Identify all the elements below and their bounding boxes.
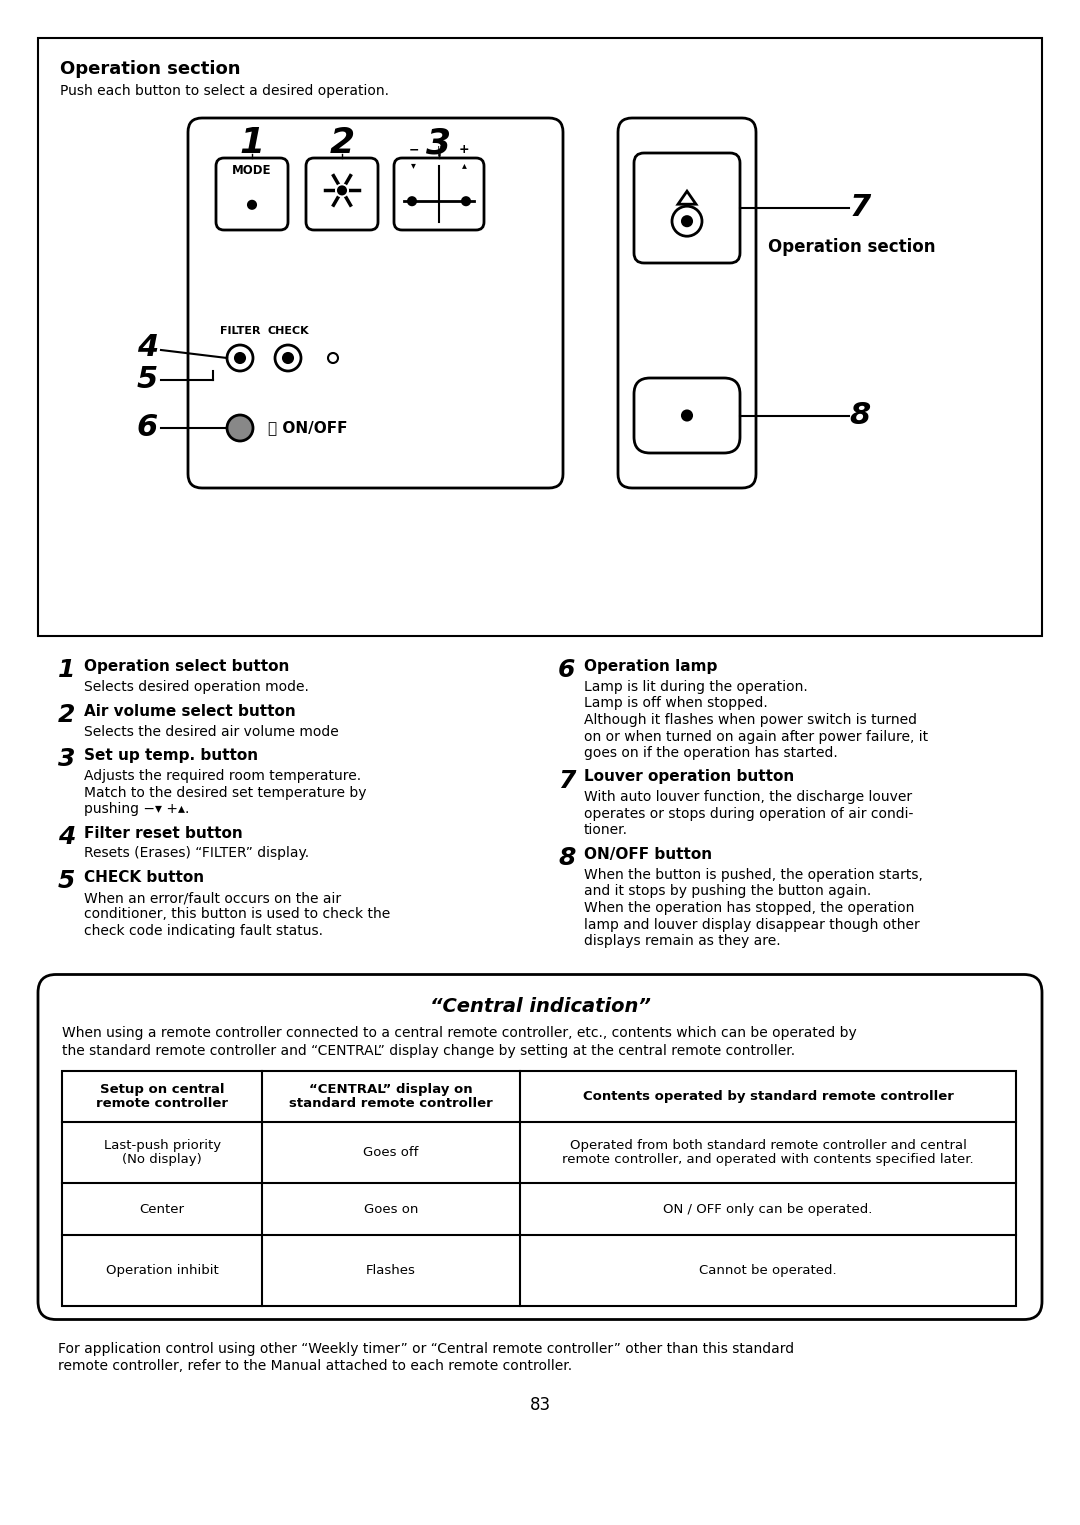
Circle shape bbox=[681, 410, 692, 421]
Text: Set up temp. button: Set up temp. button bbox=[84, 747, 258, 762]
Text: lamp and louver display disappear though other: lamp and louver display disappear though… bbox=[584, 918, 920, 932]
Text: 7: 7 bbox=[850, 194, 870, 223]
Text: 1: 1 bbox=[240, 127, 265, 160]
Text: 8: 8 bbox=[850, 401, 870, 430]
Text: Lamp is lit during the operation.: Lamp is lit during the operation. bbox=[584, 680, 808, 694]
Text: −: − bbox=[408, 143, 419, 156]
Text: Selects desired operation mode.: Selects desired operation mode. bbox=[84, 680, 309, 694]
Text: tioner.: tioner. bbox=[584, 824, 627, 837]
Text: 4: 4 bbox=[137, 334, 158, 363]
Text: remote controller, and operated with contents specified later.: remote controller, and operated with con… bbox=[563, 1153, 974, 1167]
Text: “CENTRAL” display on: “CENTRAL” display on bbox=[309, 1083, 473, 1096]
Text: operates or stops during operation of air condi-: operates or stops during operation of ai… bbox=[584, 807, 914, 820]
Text: Resets (Erases) “FILTER” display.: Resets (Erases) “FILTER” display. bbox=[84, 846, 309, 860]
Circle shape bbox=[227, 415, 253, 441]
Text: With auto louver function, the discharge louver: With auto louver function, the discharge… bbox=[584, 790, 913, 805]
Text: FILTER: FILTER bbox=[219, 326, 260, 336]
Text: Operation lamp: Operation lamp bbox=[584, 659, 717, 674]
Text: ⏻ ON/OFF: ⏻ ON/OFF bbox=[268, 421, 348, 436]
Circle shape bbox=[462, 197, 470, 206]
Text: 7: 7 bbox=[558, 769, 576, 793]
Text: Filter reset button: Filter reset button bbox=[84, 825, 243, 840]
Text: remote controller: remote controller bbox=[96, 1096, 228, 1110]
Text: Operation select button: Operation select button bbox=[84, 659, 289, 674]
Text: Operated from both standard remote controller and central: Operated from both standard remote contr… bbox=[569, 1139, 967, 1153]
Text: CHECK button: CHECK button bbox=[84, 869, 204, 884]
Text: and it stops by pushing the button again.: and it stops by pushing the button again… bbox=[584, 884, 872, 898]
Text: displays remain as they are.: displays remain as they are. bbox=[584, 933, 781, 949]
Text: Flashes: Flashes bbox=[366, 1264, 416, 1276]
Text: Cannot be operated.: Cannot be operated. bbox=[699, 1264, 837, 1276]
Text: (No display): (No display) bbox=[122, 1153, 202, 1167]
Text: goes on if the operation has started.: goes on if the operation has started. bbox=[584, 746, 838, 759]
Text: +: + bbox=[459, 143, 470, 156]
Text: 5: 5 bbox=[58, 869, 76, 894]
Text: Setup on central: Setup on central bbox=[100, 1083, 225, 1096]
Circle shape bbox=[338, 186, 346, 194]
Text: When an error/fault occurs on the air: When an error/fault occurs on the air bbox=[84, 891, 341, 904]
Text: Although it flashes when power switch is turned: Although it flashes when power switch is… bbox=[584, 714, 917, 727]
Text: remote controller, refer to the Manual attached to each remote controller.: remote controller, refer to the Manual a… bbox=[58, 1359, 572, 1372]
Text: check code indicating fault status.: check code indicating fault status. bbox=[84, 924, 323, 938]
Circle shape bbox=[283, 352, 293, 363]
Text: 1: 1 bbox=[58, 657, 76, 682]
Text: on or when turned on again after power failure, it: on or when turned on again after power f… bbox=[584, 729, 928, 744]
Text: Goes on: Goes on bbox=[364, 1203, 418, 1215]
Text: conditioner, this button is used to check the: conditioner, this button is used to chec… bbox=[84, 907, 390, 921]
Text: When the operation has stopped, the operation: When the operation has stopped, the oper… bbox=[584, 901, 915, 915]
Text: Adjusts the required room temperature.: Adjusts the required room temperature. bbox=[84, 769, 361, 782]
Text: ON / OFF only can be operated.: ON / OFF only can be operated. bbox=[663, 1203, 873, 1215]
Text: For application control using other “Weekly timer” or “Central remote controller: For application control using other “Wee… bbox=[58, 1342, 794, 1356]
Circle shape bbox=[681, 217, 692, 226]
Text: 4: 4 bbox=[58, 825, 76, 848]
Text: Lamp is off when stopped.: Lamp is off when stopped. bbox=[584, 697, 768, 711]
Text: Selects the desired air volume mode: Selects the desired air volume mode bbox=[84, 724, 339, 738]
Text: Push each button to select a desired operation.: Push each button to select a desired ope… bbox=[60, 84, 389, 98]
Text: MODE: MODE bbox=[232, 165, 272, 177]
Text: 2: 2 bbox=[58, 703, 76, 726]
Text: standard remote controller: standard remote controller bbox=[289, 1096, 492, 1110]
Text: pushing −▾ +▴.: pushing −▾ +▴. bbox=[84, 802, 189, 816]
Bar bbox=[62, 1071, 1016, 1305]
Text: 6: 6 bbox=[137, 413, 158, 442]
Text: 5: 5 bbox=[137, 366, 158, 395]
Text: Operation inhibit: Operation inhibit bbox=[106, 1264, 218, 1276]
Text: Operation section: Operation section bbox=[60, 59, 241, 78]
Text: ▴: ▴ bbox=[462, 160, 467, 169]
Text: ON/OFF button: ON/OFF button bbox=[584, 846, 712, 862]
Bar bbox=[38, 38, 1042, 636]
Text: When using a remote controller connected to a central remote controller, etc., c: When using a remote controller connected… bbox=[62, 1026, 856, 1040]
Text: Match to the desired set temperature by: Match to the desired set temperature by bbox=[84, 785, 366, 799]
Text: 8: 8 bbox=[558, 846, 576, 869]
Text: ‖: ‖ bbox=[436, 145, 442, 156]
Text: CHECK: CHECK bbox=[267, 326, 309, 336]
Text: Contents operated by standard remote controller: Contents operated by standard remote con… bbox=[582, 1090, 954, 1103]
Circle shape bbox=[235, 352, 245, 363]
Text: the standard remote controller and “CENTRAL” display change by setting at the ce: the standard remote controller and “CENT… bbox=[62, 1043, 795, 1057]
Text: Air volume select button: Air volume select button bbox=[84, 703, 296, 718]
Text: ▾: ▾ bbox=[411, 160, 416, 169]
Text: Last-push priority: Last-push priority bbox=[104, 1139, 220, 1153]
Text: 6: 6 bbox=[558, 657, 576, 682]
Circle shape bbox=[336, 185, 348, 197]
Text: 2: 2 bbox=[329, 127, 354, 160]
Circle shape bbox=[248, 201, 256, 209]
Text: 3: 3 bbox=[427, 127, 451, 160]
Circle shape bbox=[408, 197, 416, 206]
Text: Louver operation button: Louver operation button bbox=[584, 770, 794, 784]
Text: “Central indication”: “Central indication” bbox=[430, 996, 650, 1016]
Text: 83: 83 bbox=[529, 1397, 551, 1415]
Text: Center: Center bbox=[139, 1203, 185, 1215]
Text: 3: 3 bbox=[58, 747, 76, 772]
Text: When the button is pushed, the operation starts,: When the button is pushed, the operation… bbox=[584, 868, 923, 881]
Text: Operation section: Operation section bbox=[768, 238, 935, 256]
Text: Goes off: Goes off bbox=[364, 1147, 419, 1159]
